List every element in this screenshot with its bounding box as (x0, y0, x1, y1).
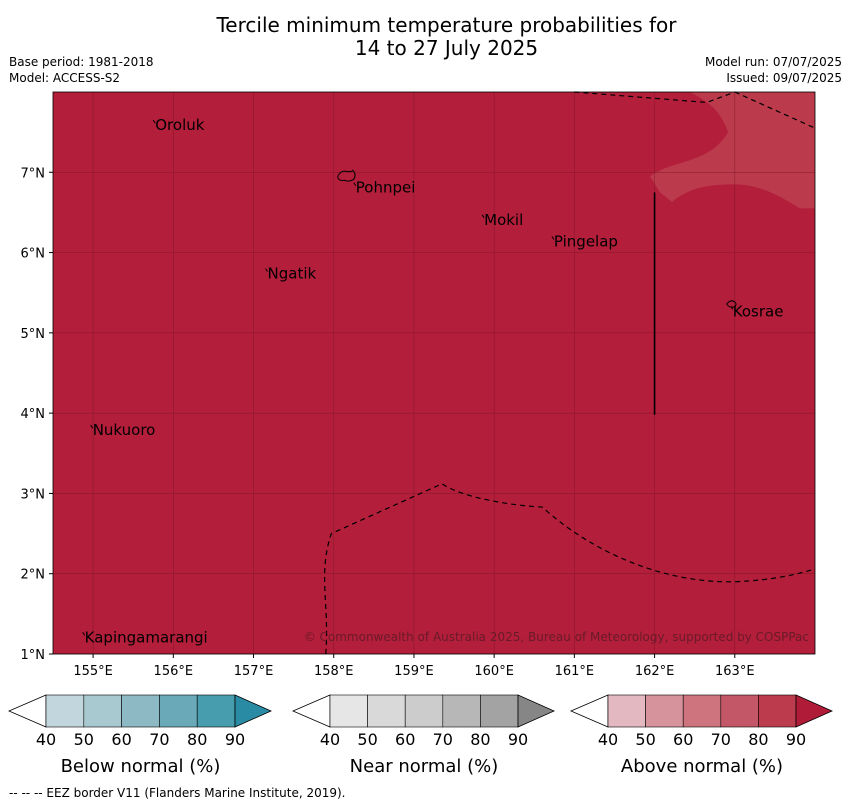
place-label: Kosrae (733, 302, 784, 320)
title-line-2: 14 to 27 July 2025 (354, 36, 539, 60)
colorbar-tick-label: 40 (320, 730, 340, 749)
colorbar-tick-label: 60 (673, 730, 693, 749)
place-label: Oroluk (155, 116, 204, 134)
colorbar-segment (720, 694, 759, 728)
place-label: Pingelap (554, 233, 618, 251)
colorbar-tick-label: 70 (149, 730, 169, 749)
map-frame (52, 91, 816, 655)
place-label: Pohnpei (356, 179, 416, 197)
lat-tick-label: 5°N (21, 327, 46, 342)
colorbar-tick-label: 90 (508, 730, 528, 749)
eez-footnote: -- -- -- EEZ border V11 (Flanders Marine… (9, 786, 346, 800)
model-run-text: Model run: 07/07/2025 (704, 55, 842, 69)
lon-tick-label: 157°E (234, 664, 274, 679)
lat-tick-label: 7°N (21, 166, 46, 181)
lon-tick-label: 162°E (635, 664, 675, 679)
place-marker (551, 236, 555, 240)
colorbar-segment (645, 694, 684, 728)
colorbar-tick-label: 80 (470, 730, 490, 749)
eez-border-south (324, 483, 816, 655)
colorbar-segment (45, 694, 85, 728)
colorbar-label: Above normal (%) (621, 756, 783, 777)
colorbar-tick-label: 80 (748, 730, 768, 749)
colorbar-tick-label: 70 (711, 730, 731, 749)
colorbar-tick-label: 90 (786, 730, 806, 749)
model-text: Model: ACCESS-S2 (9, 71, 121, 85)
metadata-right: Model run: 07/07/2025 Issued: 09/07/2025 (705, 54, 842, 86)
colorbar-tick-label: 90 (225, 730, 245, 749)
colorbar-under-arrow (7, 694, 47, 728)
place-marker (353, 182, 357, 187)
lat-tick-label: 6°N (21, 247, 46, 262)
lon-tick-label: 155°E (73, 664, 113, 679)
colorbar-tick-label: 40 (598, 730, 618, 749)
colorbar-segment (196, 694, 236, 728)
colorbar-over-arrow (517, 694, 555, 728)
colorbar-tick-label: 70 (433, 730, 453, 749)
lon-tick-label: 158°E (314, 664, 354, 679)
colorbar-label: Near normal (%) (350, 756, 499, 777)
colorbar-tick-label: 80 (187, 730, 207, 749)
lon-tick-label: 159°E (394, 664, 434, 679)
colorbar-segment (329, 694, 368, 728)
colorbar-tick-label: 60 (395, 730, 415, 749)
chart-title: Tercile minimum temperature probabilitie… (0, 14, 850, 60)
colorbar-under-arrow (569, 694, 609, 728)
issued-text: Issued: 09/07/2025 (726, 71, 842, 85)
colorbar-tick-label: 50 (357, 730, 377, 749)
place-marker (90, 424, 94, 429)
lat-tick-label: 3°N (21, 487, 46, 502)
kosrae-island (726, 300, 737, 308)
colorbar-tick-label: 50 (74, 730, 94, 749)
place-marker (152, 119, 156, 124)
map-layer: Oroluk Pohnpei Mokil Pingelap Ngatik Kosrae Nu… (52, 91, 816, 655)
colorbar-segment (607, 694, 646, 728)
colorbar-segment (682, 694, 722, 728)
place-marker (82, 632, 86, 636)
place-label: Nukuoro (93, 421, 156, 439)
colorbar-over-arrow (234, 694, 272, 728)
place-label: Ngatik (268, 265, 317, 283)
colorbar-over-arrow (795, 694, 833, 728)
place-label: Mokil (484, 211, 523, 229)
lighter-probability-region (650, 92, 815, 209)
colorbar-under-arrow (291, 694, 331, 728)
colorbar-segment (367, 694, 406, 728)
colorbar-label: Below normal (%) (61, 756, 221, 777)
place-marker (481, 214, 485, 219)
colorbar-segment (404, 694, 444, 728)
colorbar-segment (758, 694, 797, 728)
axis-layer: 155°E 156°E 157°E 158°E 159°E 160°E 161°E 162°E… (21, 166, 755, 679)
copyright-text: © Commonwealth of Australia 2025, Bureau… (304, 630, 809, 644)
lat-tick-label: 1°N (21, 648, 46, 663)
lon-tick-label: 163°E (715, 664, 755, 679)
colorbar-segment (442, 694, 481, 728)
pohnpei-island (337, 169, 356, 182)
colorbar-segment (83, 694, 122, 728)
colorbar-tick-label: 40 (36, 730, 56, 749)
lon-tick-label: 161°E (555, 664, 595, 679)
colorbar-segment (480, 694, 519, 728)
place-label: Kapingamarangi (85, 628, 208, 646)
eez-border-north (574, 91, 816, 129)
lon-tick-label: 156°E (154, 664, 194, 679)
colorbar-tick-label: 50 (635, 730, 655, 749)
colorbar-segment (121, 694, 160, 728)
place-marker (730, 306, 734, 310)
place-marker (265, 268, 268, 272)
lon-tick-label: 160°E (474, 664, 514, 679)
colorbar-tick-label: 60 (111, 730, 131, 749)
lat-tick-label: 4°N (21, 407, 46, 422)
base-period-text: Base period: 1981-2018 (9, 55, 154, 69)
colorbar-segment (159, 694, 198, 728)
metadata-left: Base period: 1981-2018 Model: ACCESS-S2 (9, 54, 154, 86)
title-line-1: Tercile minimum temperature probabilitie… (216, 13, 677, 37)
lat-tick-label: 2°N (21, 568, 46, 583)
